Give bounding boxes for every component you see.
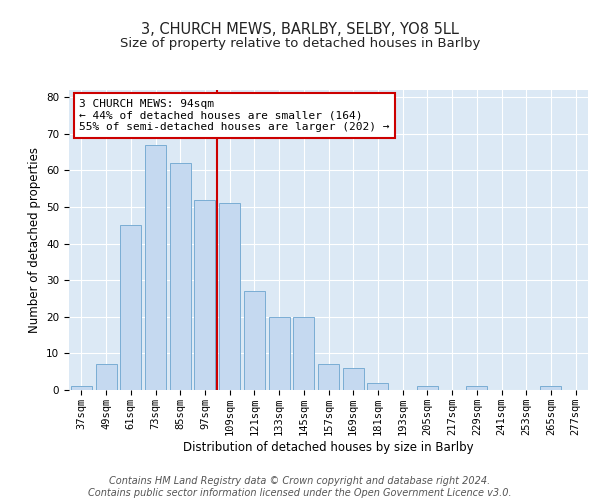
Text: Contains HM Land Registry data © Crown copyright and database right 2024.
Contai: Contains HM Land Registry data © Crown c… [88,476,512,498]
Bar [194,200,215,390]
Bar [219,204,240,390]
Bar [318,364,339,390]
Text: 3 CHURCH MEWS: 94sqm
← 44% of detached houses are smaller (164)
55% of semi-deta: 3 CHURCH MEWS: 94sqm ← 44% of detached h… [79,99,390,132]
Bar [244,291,265,390]
Bar [269,317,290,390]
Bar [145,145,166,390]
Bar [95,364,116,390]
Text: 3, CHURCH MEWS, BARLBY, SELBY, YO8 5LL: 3, CHURCH MEWS, BARLBY, SELBY, YO8 5LL [141,22,459,38]
Bar [120,226,141,390]
X-axis label: Distribution of detached houses by size in Barlby: Distribution of detached houses by size … [183,440,474,454]
Bar [466,386,487,390]
Bar [170,163,191,390]
Bar [71,386,92,390]
Y-axis label: Number of detached properties: Number of detached properties [28,147,41,333]
Bar [417,386,438,390]
Bar [541,386,562,390]
Bar [293,317,314,390]
Text: Size of property relative to detached houses in Barlby: Size of property relative to detached ho… [120,38,480,51]
Bar [367,382,388,390]
Bar [343,368,364,390]
